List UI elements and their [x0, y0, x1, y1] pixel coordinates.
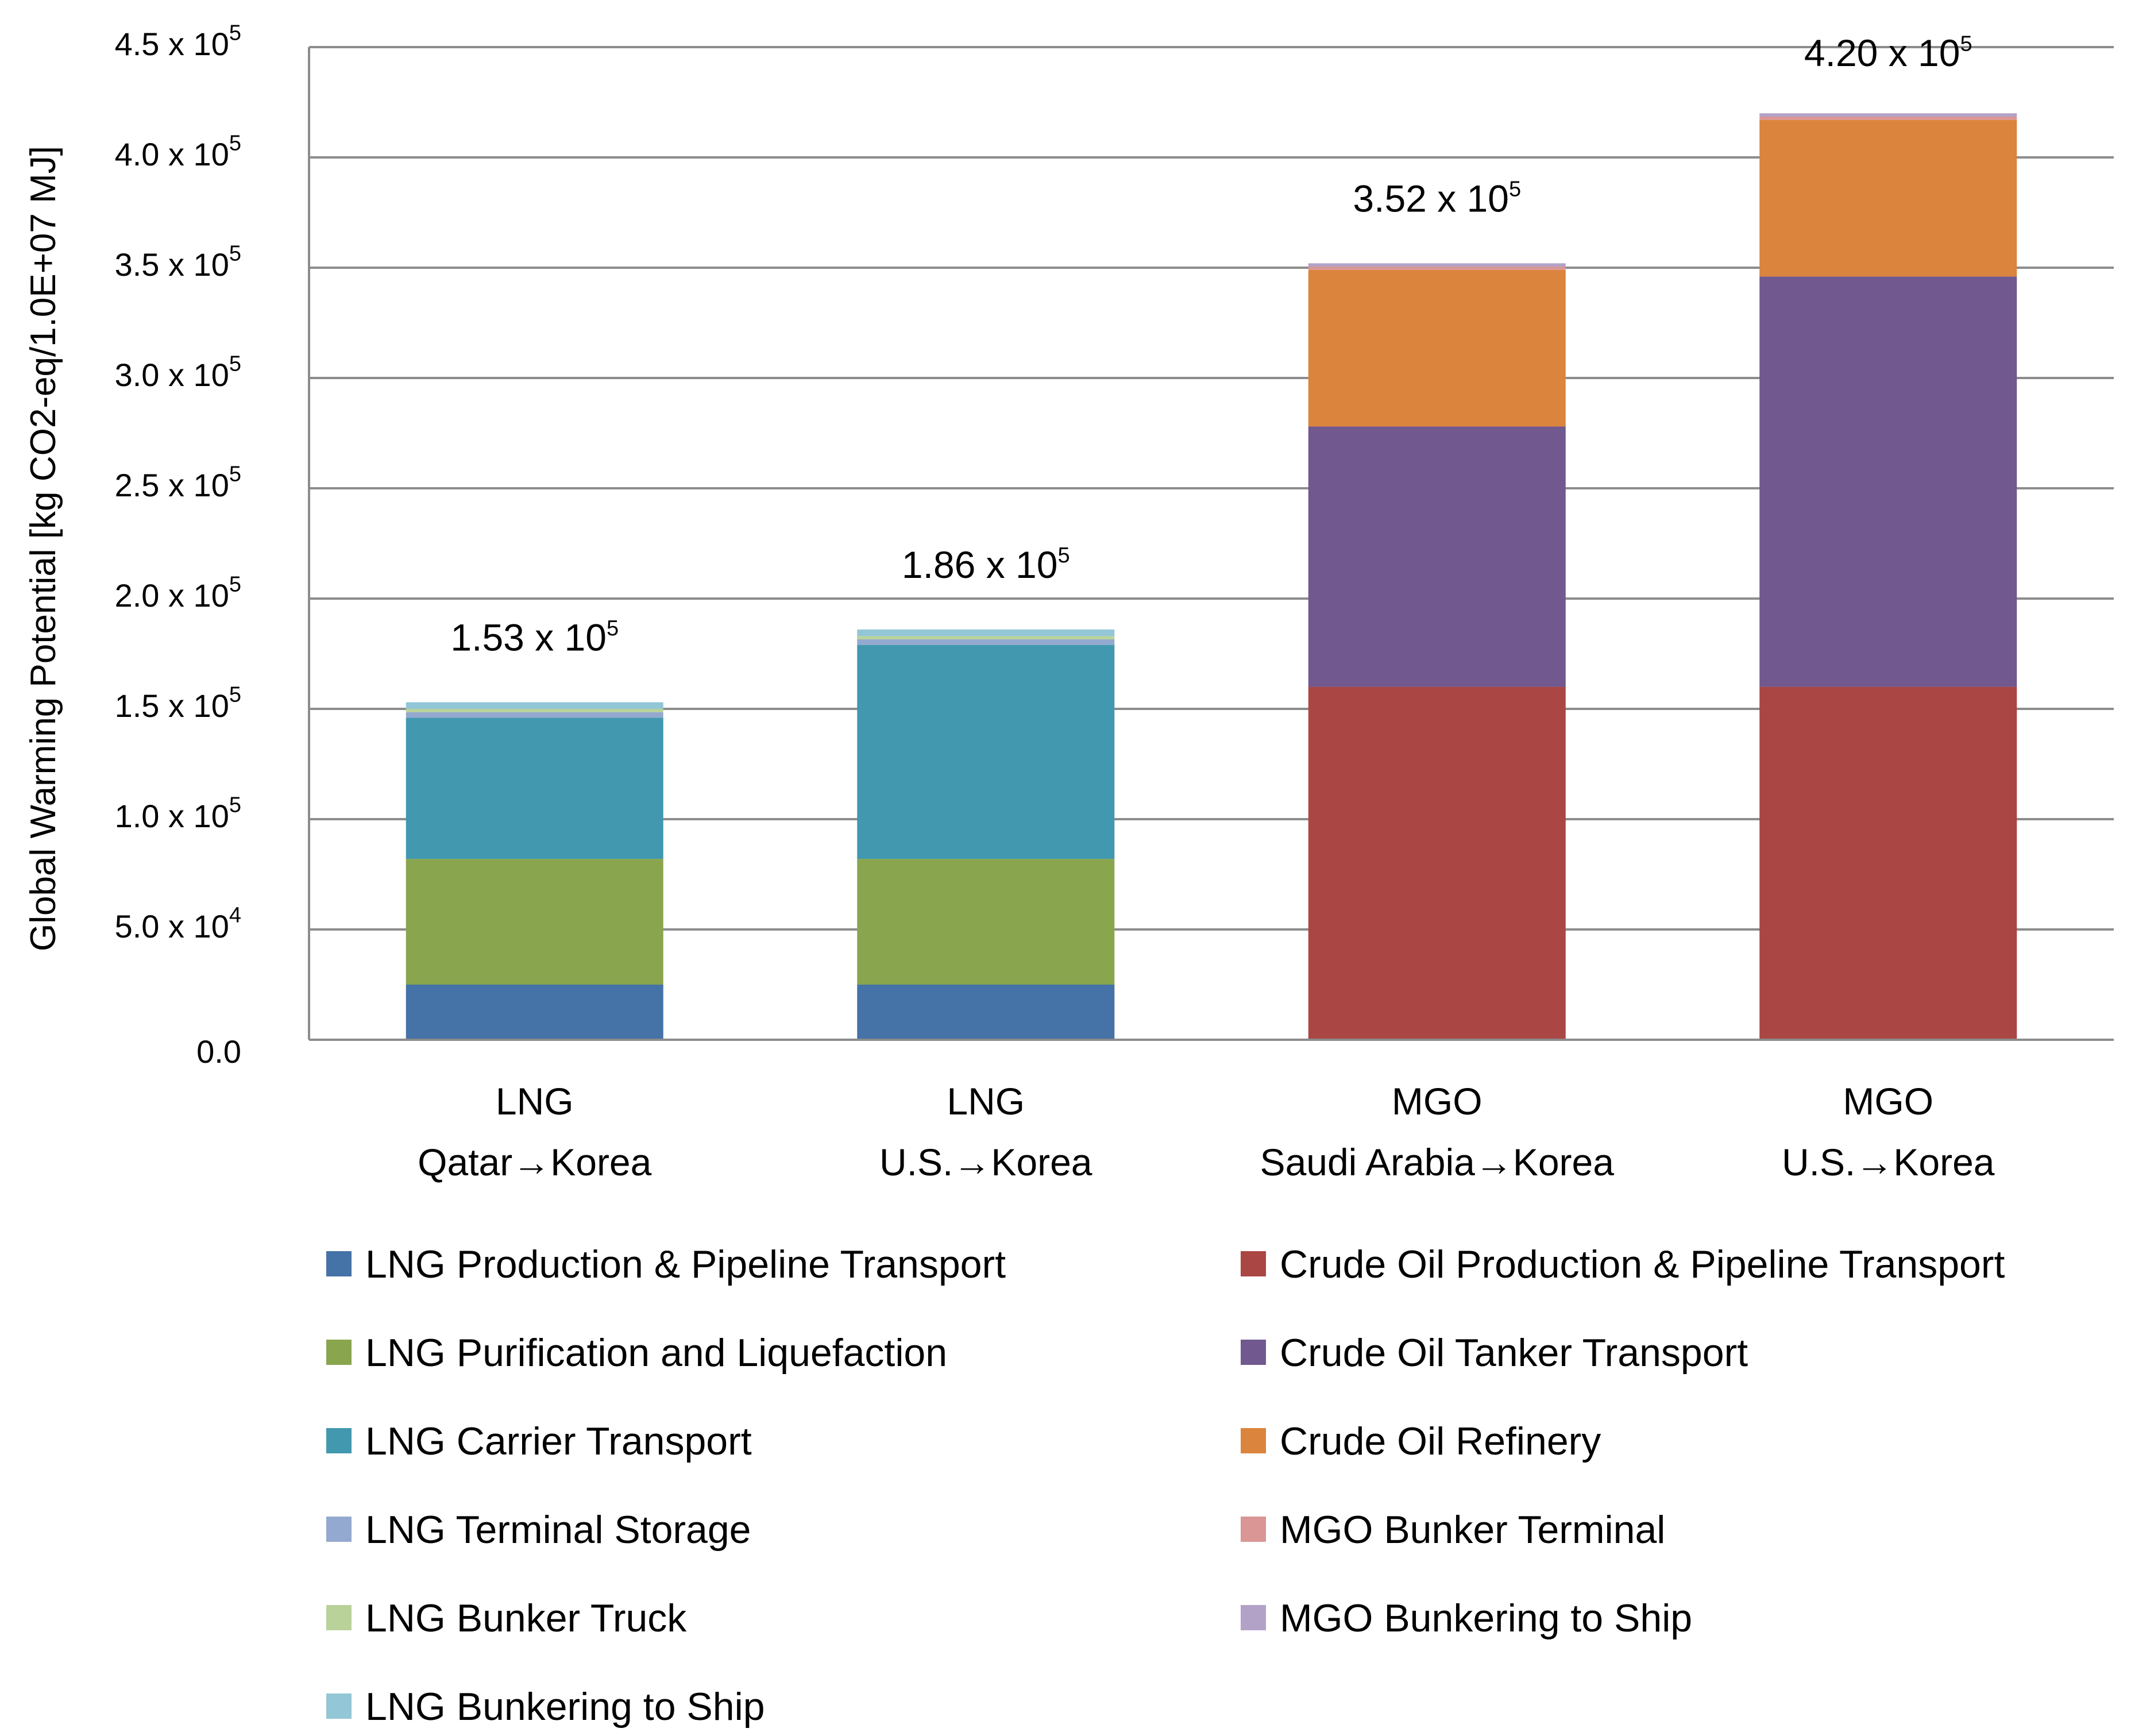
- legend-item: LNG Carrier Transport: [326, 1419, 752, 1463]
- bar-segment: [1308, 263, 1566, 267]
- legend-label: Crude Oil Refinery: [1280, 1419, 1601, 1463]
- legend-swatch: [326, 1605, 352, 1630]
- y-tick-label: 0.0: [196, 1033, 241, 1070]
- bar-segment: [1759, 686, 2017, 1040]
- bar-segment: [857, 985, 1115, 1040]
- y-axis-label: Global Warming Potential [kg CO2-eq/1.0E…: [24, 146, 63, 951]
- legend-item: LNG Bunkering to Ship: [326, 1685, 765, 1729]
- bar-segment: [1759, 113, 2017, 117]
- category-label-line1: MGO: [1392, 1080, 1483, 1122]
- bar-segment: [1308, 267, 1566, 270]
- y-tick-label: 4.0 x 105: [115, 131, 241, 172]
- bar-segment: [1308, 426, 1566, 687]
- bar-segment: [857, 645, 1115, 859]
- bar-segment: [857, 629, 1115, 636]
- legend-label: MGO Bunker Terminal: [1280, 1508, 1665, 1552]
- legend-item: Crude Oil Tanker Transport: [1241, 1331, 1748, 1375]
- axes: [308, 47, 2114, 1041]
- legend-label: LNG Carrier Transport: [365, 1419, 752, 1463]
- legend-label: MGO Bunkering to Ship: [1280, 1596, 1692, 1640]
- legend-swatch: [326, 1517, 352, 1542]
- y-tick-label: 4.5 x 105: [115, 21, 241, 62]
- legend-swatch: [326, 1428, 352, 1453]
- category-label-line1: LNG: [496, 1080, 574, 1122]
- y-tick-label: 3.0 x 105: [115, 352, 241, 393]
- legend-swatch: [1241, 1517, 1266, 1542]
- bar-segment: [857, 636, 1115, 640]
- legend-label: LNG Production & Pipeline Transport: [365, 1243, 1006, 1286]
- legend-item: LNG Production & Pipeline Transport: [326, 1243, 1006, 1286]
- legend-swatch: [1241, 1428, 1266, 1453]
- bar-segment: [406, 702, 663, 709]
- bar-segment: [406, 712, 663, 718]
- legend-label: LNG Bunker Truck: [365, 1596, 687, 1640]
- bar-segment: [857, 859, 1115, 985]
- legend-item: Crude Oil Production & Pipeline Transpor…: [1241, 1243, 2005, 1286]
- bar-segment: [1308, 269, 1566, 427]
- legend-item: MGO Bunker Terminal: [1241, 1508, 1665, 1552]
- bar-segment: [406, 717, 663, 859]
- legend-swatch: [1241, 1605, 1266, 1630]
- category-label-line2: Saudi Arabia→Korea: [1260, 1141, 1615, 1183]
- bar-segment: [406, 709, 663, 712]
- category-label-line1: LNG: [947, 1080, 1025, 1122]
- legend-swatch: [1241, 1251, 1266, 1276]
- legend-item: LNG Bunker Truck: [326, 1596, 687, 1640]
- total-label: 4.20 x 105: [1804, 32, 1972, 74]
- legend-swatch: [1241, 1340, 1266, 1365]
- category-label-line2: Qatar→Korea: [418, 1141, 651, 1183]
- y-tick-label: 1.5 x 105: [115, 682, 241, 724]
- total-labels: 1.53 x 105 1.86 x 105 3.52 x 105 4.20 x 105: [450, 32, 1972, 658]
- legend-label: LNG Bunkering to Ship: [365, 1685, 765, 1729]
- y-tick-labels: 0.0 5.0 x 104 1.0 x 105 1.5 x 105 2.0 x 105 2…: [115, 21, 241, 1070]
- legend-swatch: [326, 1693, 352, 1719]
- legend-label: LNG Terminal Storage: [365, 1508, 751, 1552]
- legend-label: Crude Oil Production & Pipeline Transpor…: [1280, 1243, 2005, 1286]
- bar-segment: [1308, 686, 1566, 1040]
- total-label: 1.53 x 105: [450, 616, 619, 658]
- legend: LNG Production & Pipeline Transport Crude…: [326, 1243, 2005, 1729]
- legend-item: MGO Bunkering to Ship: [1241, 1596, 1692, 1640]
- bar-segment: [1759, 116, 2017, 120]
- total-label: 1.86 x 105: [902, 543, 1070, 586]
- bar-segment: [857, 639, 1115, 645]
- y-tick-label: 2.0 x 105: [115, 572, 241, 614]
- bar-segment: [406, 985, 663, 1040]
- category-label-line2: U.S.→Korea: [879, 1141, 1092, 1183]
- legend-label: Crude Oil Tanker Transport: [1280, 1331, 1748, 1375]
- category-label-line1: MGO: [1843, 1080, 1933, 1122]
- y-tick-label: 1.0 x 105: [115, 793, 241, 834]
- y-tick-label: 2.5 x 105: [115, 462, 241, 503]
- bars: [406, 113, 2017, 1040]
- legend-swatch: [326, 1251, 352, 1276]
- legend-item: Crude Oil Refinery: [1241, 1419, 1601, 1463]
- category-label-line2: U.S.→Korea: [1782, 1141, 1995, 1183]
- legend-item: LNG Purification and Liquefaction: [326, 1331, 947, 1375]
- total-label: 3.52 x 105: [1353, 177, 1521, 219]
- legend-item: LNG Terminal Storage: [326, 1508, 751, 1552]
- y-tick-label: 5.0 x 104: [115, 903, 241, 944]
- category-labels: LNG Qatar→Korea LNG U.S.→Korea MGO Saudi Arab…: [418, 1080, 1995, 1183]
- bar-segment: [1759, 119, 2017, 277]
- bar-segment: [1759, 276, 2017, 687]
- legend-label: LNG Purification and Liquefaction: [365, 1331, 947, 1375]
- legend-swatch: [326, 1340, 352, 1365]
- bar-segment: [406, 859, 663, 985]
- y-tick-label: 3.5 x 105: [115, 241, 241, 283]
